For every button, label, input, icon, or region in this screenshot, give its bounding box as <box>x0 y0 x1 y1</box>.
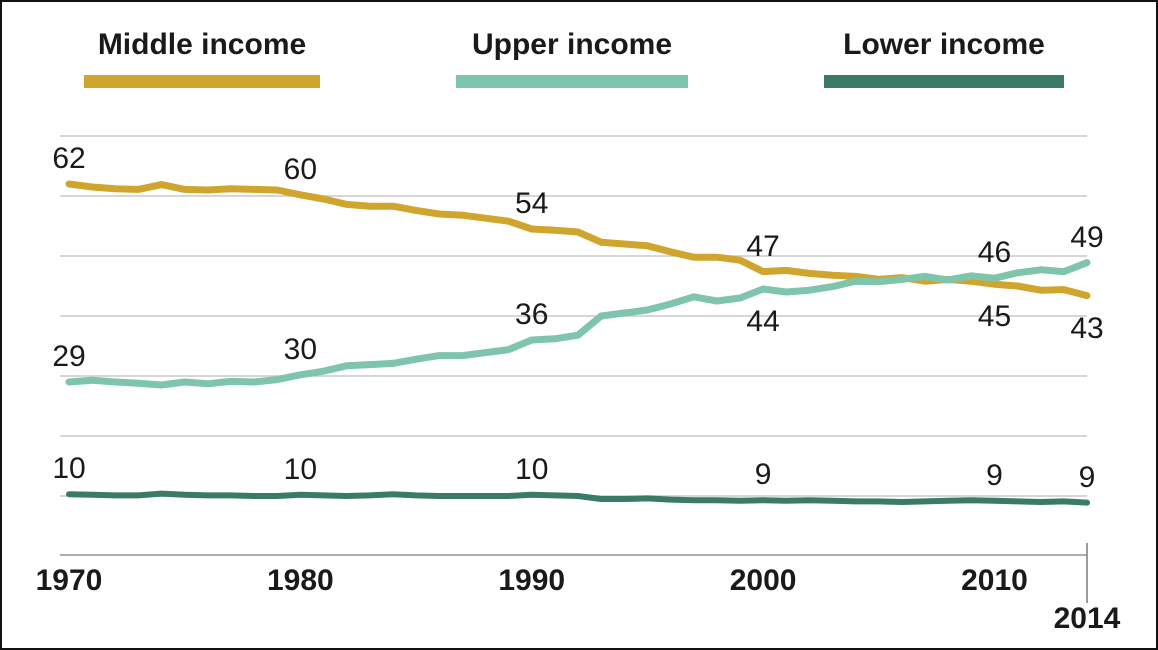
value-label-lower-income-1980: 10 <box>283 452 318 486</box>
legend-label-upper-income: Upper income <box>471 28 673 61</box>
legend-item-upper-income: Upper income <box>456 28 688 88</box>
x-tick-label-2000: 2000 <box>729 564 797 597</box>
value-label-lower-income-1970: 10 <box>52 452 86 486</box>
legend-item-middle-income: Middle income <box>84 28 320 88</box>
x-tick-label-2010: 2010 <box>961 564 1028 597</box>
legend-label-lower-income: Lower income <box>843 28 1045 61</box>
value-label-middle-income-2014: 43 <box>1070 311 1104 345</box>
legend-item-lower-income: Lower income <box>824 28 1064 88</box>
legend-swatch-upper-income <box>456 75 688 88</box>
value-label-lower-income-1990: 10 <box>515 452 549 486</box>
x-tick-label-1970: 1970 <box>35 564 103 597</box>
series-line-lower-income <box>66 490 1090 506</box>
x-tick-label-1980: 1980 <box>266 564 334 597</box>
value-label-middle-income-2000: 47 <box>746 229 780 263</box>
x-tick-label-2014: 2014 <box>1053 602 1121 635</box>
value-label-lower-income-2014: 9 <box>1078 460 1096 494</box>
value-label-middle-income-1970: 62 <box>52 142 86 175</box>
value-label-middle-income-2010: 45 <box>977 300 1012 334</box>
value-label-upper-income-2010: 46 <box>977 236 1012 270</box>
value-label-lower-income-2000: 9 <box>754 458 772 492</box>
value-label-middle-income-1980: 60 <box>283 152 318 186</box>
legend-swatch-lower-income <box>824 75 1064 88</box>
value-label-upper-income-2014: 49 <box>1070 220 1104 254</box>
legend-swatch-middle-income <box>84 75 320 88</box>
value-label-upper-income-1980: 30 <box>283 332 318 366</box>
value-label-lower-income-2010: 9 <box>986 458 1003 492</box>
value-label-upper-income-2000: 44 <box>746 305 780 338</box>
x-tick-label-1990: 1990 <box>498 564 566 597</box>
legend-label-middle-income: Middle income <box>97 28 307 61</box>
value-label-middle-income-1990: 54 <box>515 187 549 220</box>
value-label-upper-income-1990: 36 <box>515 298 549 331</box>
value-label-upper-income-1970: 29 <box>52 340 86 373</box>
series-line-upper-income <box>65 259 1091 389</box>
